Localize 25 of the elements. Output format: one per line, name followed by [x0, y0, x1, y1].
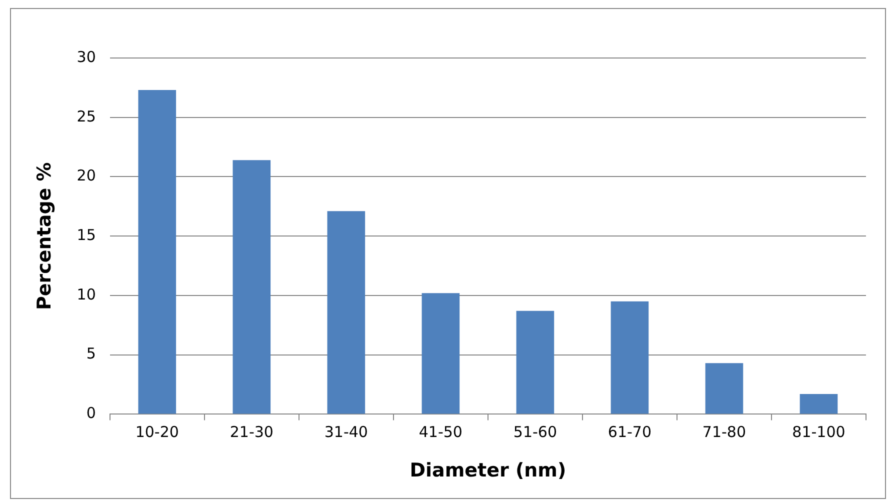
bar: [232, 160, 271, 414]
y-tick-label: 10: [76, 285, 96, 304]
bar: [610, 301, 649, 414]
y-tick-label: 0: [86, 404, 96, 422]
y-axis-title: Percentage %: [33, 162, 56, 310]
x-tick-label: 21-30: [230, 423, 274, 442]
y-tick-label: 20: [76, 166, 96, 185]
x-tick-label: 81-100: [792, 423, 846, 442]
bar: [138, 90, 176, 414]
x-axis-title: Diameter (nm): [410, 460, 566, 482]
x-tick-label: 10-20: [135, 423, 179, 442]
x-tick-label: 41-50: [418, 423, 462, 442]
bar: [327, 211, 366, 414]
bar: [800, 394, 838, 414]
y-tick-label: 25: [76, 107, 96, 126]
bar: [422, 293, 460, 414]
y-tick-label: 30: [76, 48, 96, 66]
bar: [705, 363, 744, 414]
x-tick-label: 71-80: [702, 423, 746, 442]
x-tick-label: 31-40: [324, 423, 368, 442]
x-tick-label: 61-70: [608, 423, 652, 442]
bar: [516, 310, 554, 414]
y-tick-label: 5: [86, 344, 96, 363]
y-tick-label: 15: [76, 226, 96, 244]
x-tick-label: 51-60: [513, 423, 557, 442]
